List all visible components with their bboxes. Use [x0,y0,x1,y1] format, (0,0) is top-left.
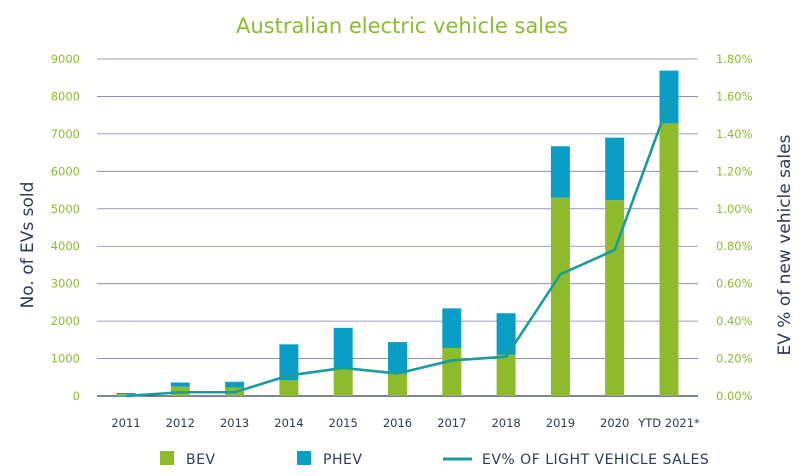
y-axis-label: No. of EVs sold [18,182,38,309]
x-tick-label: 2019 [546,416,575,430]
legend-swatch-phev [297,451,311,465]
x-tick-label: 2016 [383,416,412,430]
legend-label-ev-percent: EV% OF LIGHT VEHICLE SALES [482,452,709,468]
y-tick-label: 4000 [51,239,80,253]
x-tick-label: 2011 [111,416,140,430]
x-tick-label: 2012 [166,416,195,430]
bar-phev [605,137,625,201]
y2-axis-label: EV % of new vehicle sales [775,134,795,355]
x-tick-label: YTD 2021* [637,416,700,430]
y2-tick-label: 0.20% [716,352,753,366]
x-tick-label: 2018 [491,416,520,430]
chart-title: Australian electric vehicle sales [236,14,568,38]
y2-tick-label: 1.80% [716,52,753,66]
bar-phev [279,344,299,381]
y-tick-label: 2000 [51,314,80,328]
bar-phev [170,382,190,387]
gridlines [97,58,698,397]
legend-label-bev: BEV [186,452,216,468]
bar-phev [550,146,570,198]
legend-swatch-bev [160,451,174,465]
legend: BEV PHEV EV% OF LIGHT VEHICLE SALES [160,451,709,468]
y-tick-label: 8000 [51,89,80,103]
y2-tick-label: 0.60% [716,277,753,291]
y2-tick-label: 0.80% [716,239,753,253]
y2-tick-label: 1.60% [716,89,753,103]
x-axis-ticks: 2011 2012 2013 2014 2015 2016 2017 2018 2019 2020… [111,416,700,430]
y2-tick-label: 1.40% [716,127,753,141]
bar-phev [225,381,245,388]
y2-tick-label: 0.40% [716,314,753,328]
right-axis-ticks: 0.00% 0.20% 0.40% 0.60% 0.80% 1.00% 1.20% 1.40%… [716,52,753,403]
y2-tick-label: 1.00% [716,202,753,216]
y2-tick-label: 1.20% [716,164,753,178]
y-tick-label: 0 [73,389,80,403]
y-tick-label: 6000 [51,164,80,178]
x-tick-label: 2013 [220,416,249,430]
bar-bev [496,354,516,396]
bar-phev [116,393,136,395]
x-tick-label: 2017 [437,416,466,430]
bar-bev [333,369,353,396]
x-tick-label: 2015 [329,416,358,430]
y-tick-label: 1000 [51,352,80,366]
legend-label-phev: PHEV [323,452,362,468]
bar-bev [659,123,679,396]
y-tick-label: 3000 [51,277,80,291]
bar-phev [659,70,679,124]
bar-phev [388,342,407,374]
bar-bev [550,197,570,396]
bar-bev [388,373,407,396]
y-tick-label: 5000 [51,202,80,216]
bar-phev [496,313,516,355]
y-tick-label: 7000 [51,127,80,141]
line-ev-percent [125,101,671,398]
x-tick-label: 2020 [600,416,629,430]
bar-bev [605,200,625,396]
bar-bev [442,348,462,396]
y2-tick-label: 0.00% [716,389,753,403]
line-series [125,101,671,398]
bar-phev [333,327,353,370]
x-tick-label: 2014 [274,416,303,430]
bar-bev [279,380,299,396]
y-tick-label: 9000 [51,52,80,66]
left-axis-ticks: 0 1000 2000 3000 4000 5000 6000 7000 8000 9000 [51,52,80,403]
bar-phev [442,308,462,349]
bar-series [116,70,679,396]
